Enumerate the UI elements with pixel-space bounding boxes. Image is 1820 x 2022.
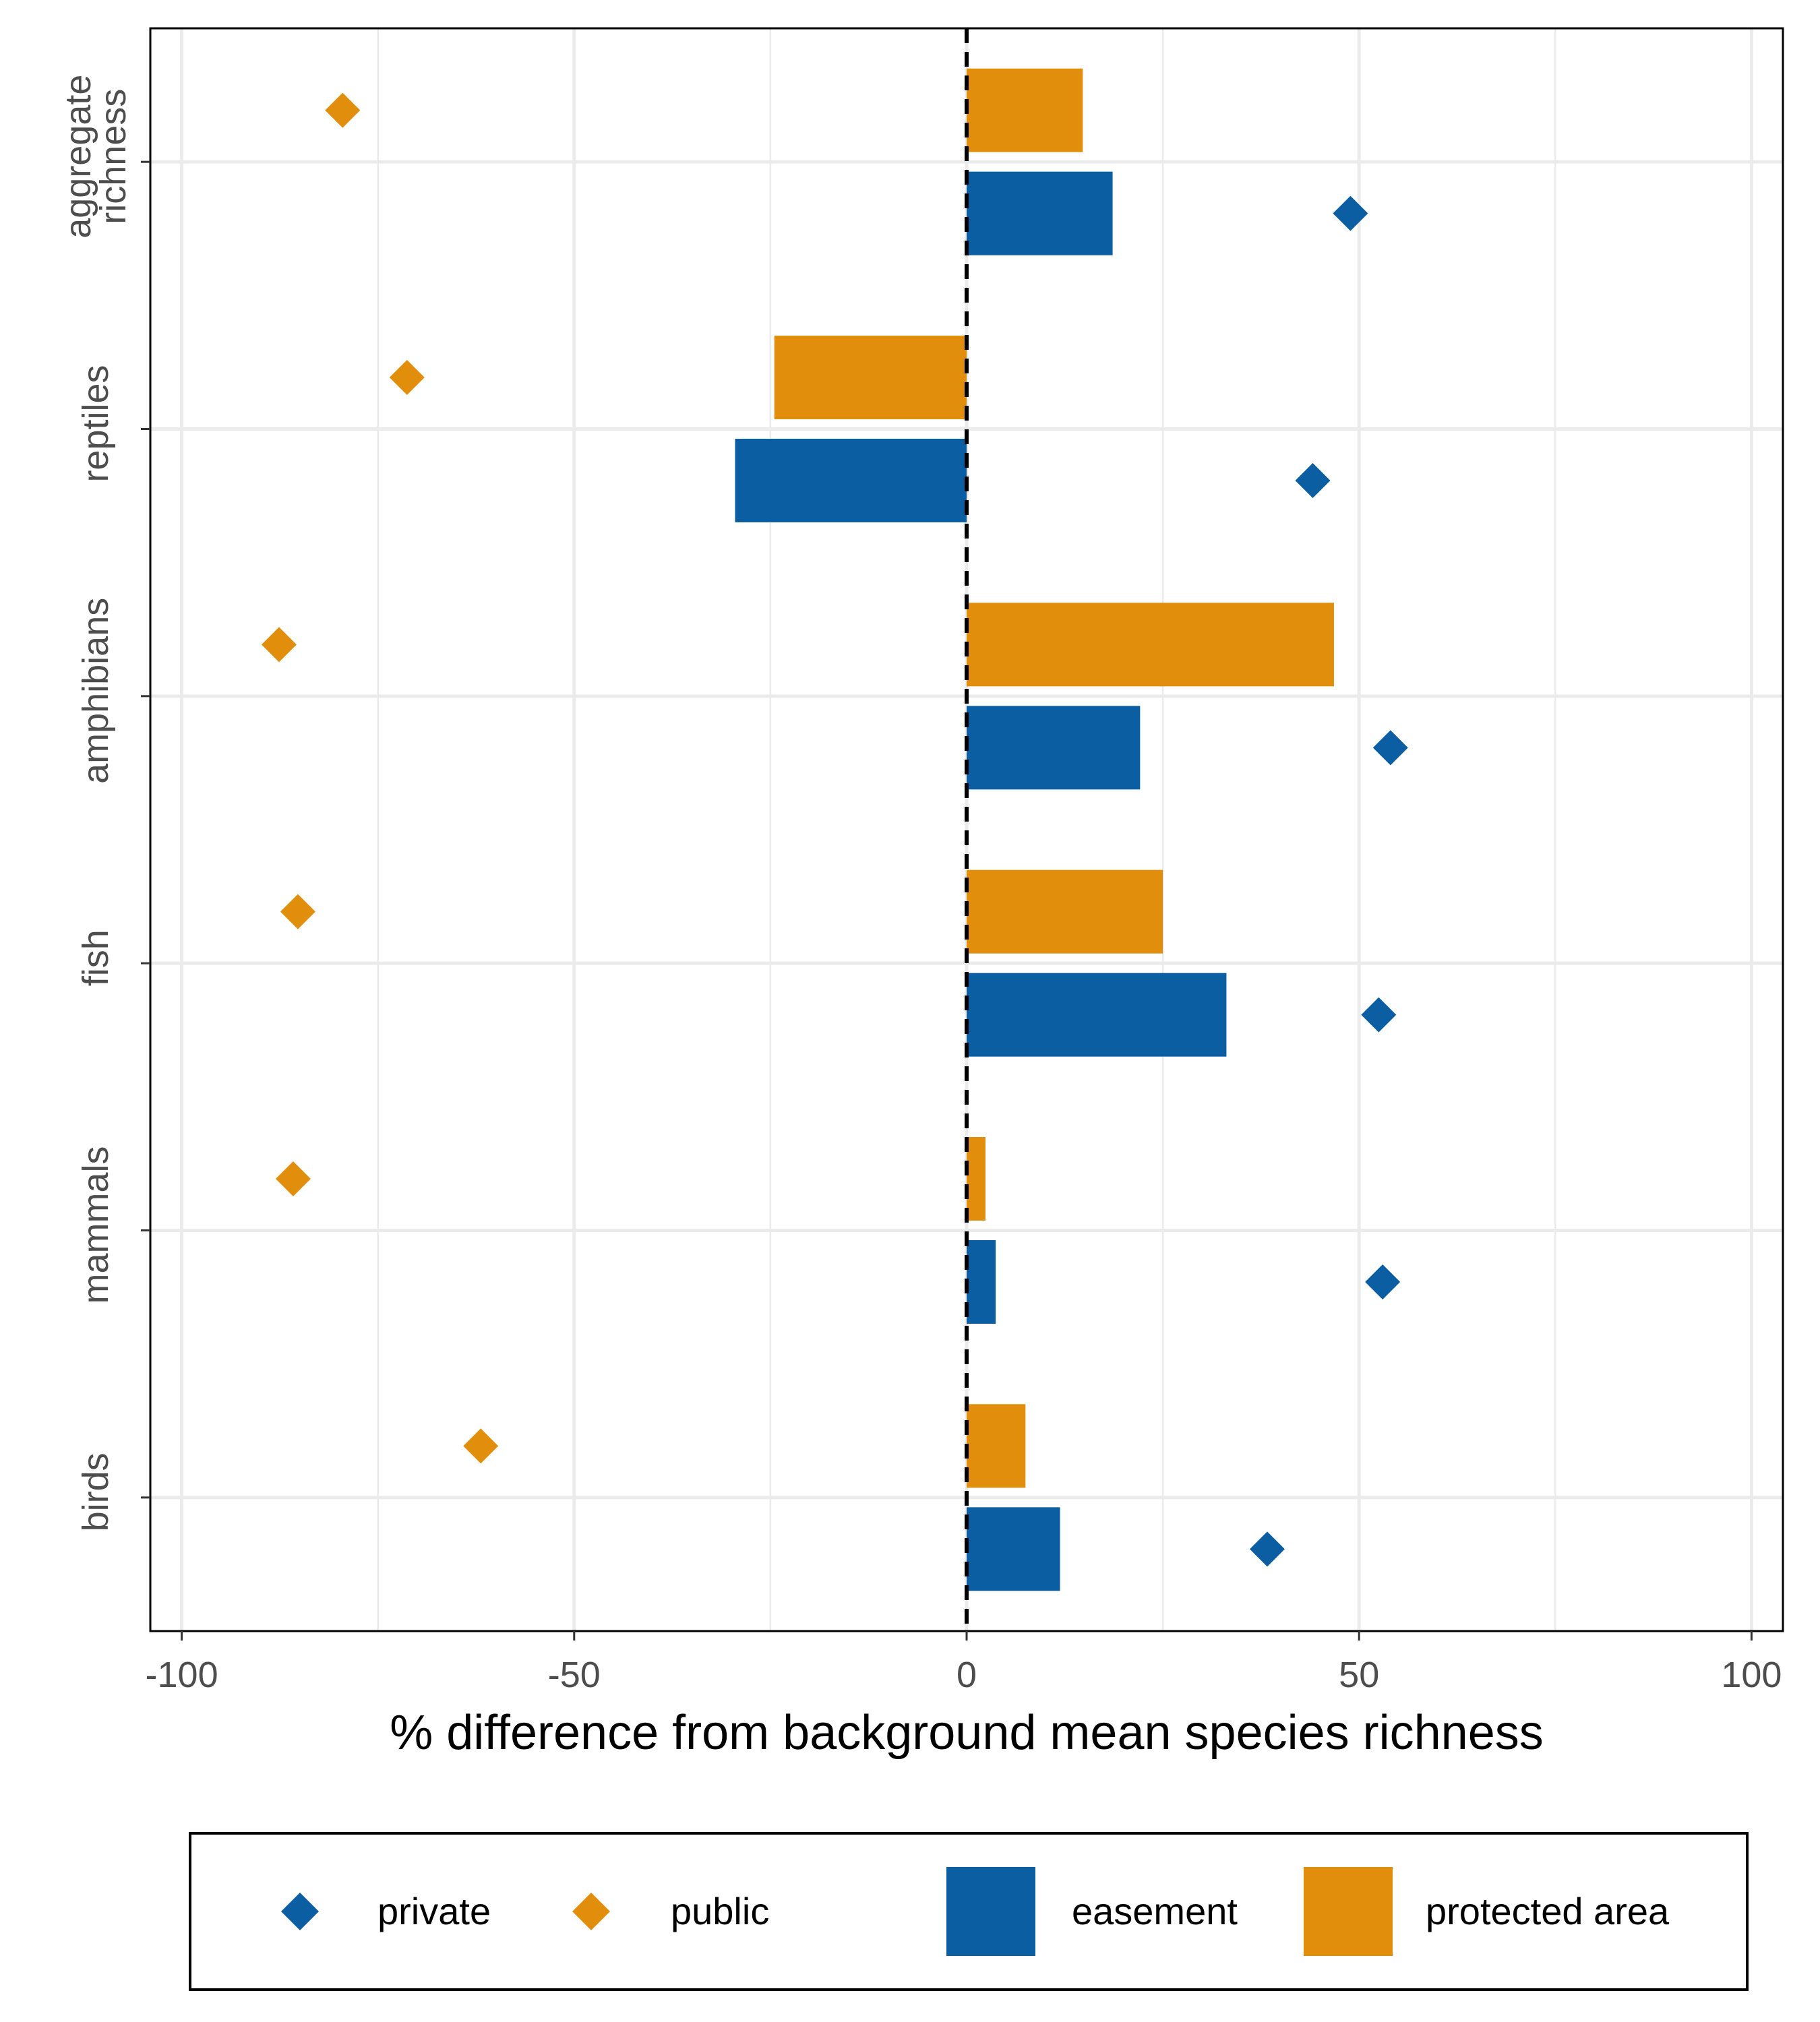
point-private-fish	[1361, 997, 1397, 1033]
point-public-fish	[280, 894, 315, 929]
y-category-label: amphibians	[75, 598, 116, 784]
point-public-aggregate	[325, 92, 361, 128]
y-category-label: aggregate	[58, 75, 98, 239]
bar-protected-area-amphibians	[967, 603, 1334, 687]
legend-key-protected-area	[1304, 1867, 1393, 1956]
point-public-mammals	[275, 1161, 311, 1196]
bar-easement-reptiles	[735, 439, 967, 522]
y-category-label: reptiles	[75, 365, 116, 482]
point-private-aggregate	[1333, 195, 1368, 231]
bar-layer	[735, 68, 1334, 1591]
bar-protected-area-reptiles	[774, 336, 967, 419]
bar-easement-fish	[967, 973, 1227, 1057]
point-public-amphibians	[261, 627, 297, 663]
x-tick-label: -50	[548, 1655, 601, 1695]
point-private-amphibians	[1372, 730, 1408, 766]
point-public-reptiles	[389, 360, 425, 395]
point-private-mammals	[1365, 1264, 1401, 1299]
x-axis-title: % difference from background mean specie…	[390, 1706, 1544, 1760]
legend: private public easement protected area	[189, 1832, 1749, 1991]
bar-protected-area-fish	[967, 869, 1163, 954]
point-private-reptiles	[1295, 463, 1331, 498]
x-tick-label: 100	[1721, 1655, 1782, 1695]
x-tick-label: 0	[957, 1655, 977, 1695]
x-tick-label: -100	[146, 1655, 218, 1695]
y-category-label: richness	[93, 89, 133, 224]
x-tick-label: 50	[1339, 1655, 1379, 1695]
legend-key-public	[572, 1893, 610, 1930]
y-category-label: birds	[75, 1452, 116, 1531]
bar-easement-birds	[967, 1507, 1060, 1591]
legend-label-easement: easement	[1072, 1890, 1238, 1932]
bar-easement-mammals	[967, 1240, 996, 1324]
legend-key-private	[281, 1893, 319, 1930]
bar-protected-area-aggregate	[967, 68, 1083, 152]
grid-layer	[150, 28, 1783, 1631]
bar-protected-area-mammals	[967, 1137, 985, 1221]
legend-label-public: public	[671, 1890, 769, 1932]
point-layer	[261, 92, 1408, 1567]
y-category-label: fish	[75, 929, 116, 986]
bar-easement-aggregate	[967, 171, 1113, 255]
legend-label-protected-area: protected area	[1426, 1890, 1670, 1932]
point-public-birds	[463, 1428, 499, 1464]
bar-easement-amphibians	[967, 706, 1141, 790]
point-private-birds	[1249, 1531, 1285, 1567]
legend-label-private: private	[377, 1890, 491, 1932]
legend-key-easement	[946, 1867, 1035, 1956]
y-category-label: mammals	[75, 1146, 116, 1304]
bar-protected-area-birds	[967, 1404, 1026, 1488]
